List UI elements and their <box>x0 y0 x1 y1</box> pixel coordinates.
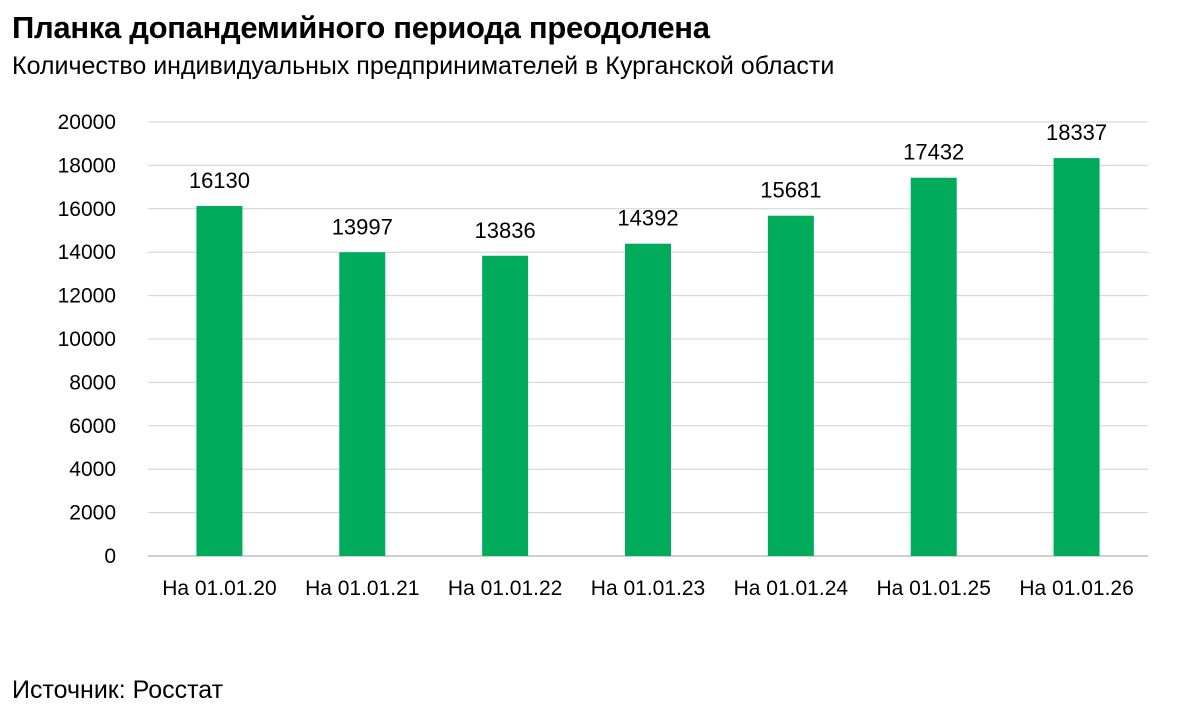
y-tick-label: 18000 <box>58 154 116 177</box>
y-tick-label: 20000 <box>58 111 116 134</box>
y-tick-label: 16000 <box>58 198 116 221</box>
data-label: 15681 <box>760 178 821 203</box>
chart-title: Планка допандемийного периода преодолена <box>12 10 710 45</box>
y-tick-label: 12000 <box>58 285 116 308</box>
data-label: 13997 <box>332 214 393 239</box>
source-note: Источник: Росстат <box>12 676 224 704</box>
y-tick-label: 14000 <box>58 241 116 264</box>
chart-subtitle: Количество индивидуальных предпринимател… <box>12 52 835 80</box>
x-tick-label: На 01.01.22 <box>448 577 562 600</box>
bar <box>482 255 529 557</box>
x-tick-label: На 01.01.20 <box>162 577 276 600</box>
x-tick-label: На 01.01.21 <box>305 577 419 600</box>
bar <box>339 252 386 556</box>
y-axis-ticks: 0 2000 4000 6000 8000 10000 12000 14000 16000 180… <box>58 111 116 568</box>
x-tick-label: На 01.01.25 <box>876 577 990 600</box>
y-tick-label: 10000 <box>58 328 116 351</box>
data-label: 16130 <box>189 168 250 193</box>
y-tick-label: 0 <box>104 545 116 568</box>
bar <box>767 215 814 557</box>
y-tick-label: 6000 <box>69 415 116 438</box>
y-tick-label: 2000 <box>69 502 116 525</box>
bar-chart: 0 2000 4000 6000 8000 10000 12000 14000 16000 180… <box>58 111 1148 600</box>
y-tick-label: 8000 <box>69 371 116 394</box>
x-axis-ticks: На 01.01.20 На 01.01.21 На 01.01.22 На 01.0… <box>162 577 1134 600</box>
data-label: 14392 <box>617 206 678 231</box>
bar <box>910 177 957 557</box>
bar <box>625 243 671 556</box>
bar <box>1053 158 1100 556</box>
data-label: 13836 <box>475 218 536 243</box>
x-tick-label: На 01.01.24 <box>734 577 849 600</box>
data-label: 18337 <box>1046 120 1107 145</box>
y-tick-label: 4000 <box>69 458 116 481</box>
x-tick-label: На 01.01.23 <box>591 577 705 600</box>
bars <box>196 158 1100 557</box>
x-tick-label: На 01.01.26 <box>1019 577 1133 600</box>
bar <box>196 205 243 556</box>
data-label: 17432 <box>903 140 964 165</box>
data-labels: 16130 13997 13836 14392 15681 17432 18337 <box>189 120 1107 243</box>
